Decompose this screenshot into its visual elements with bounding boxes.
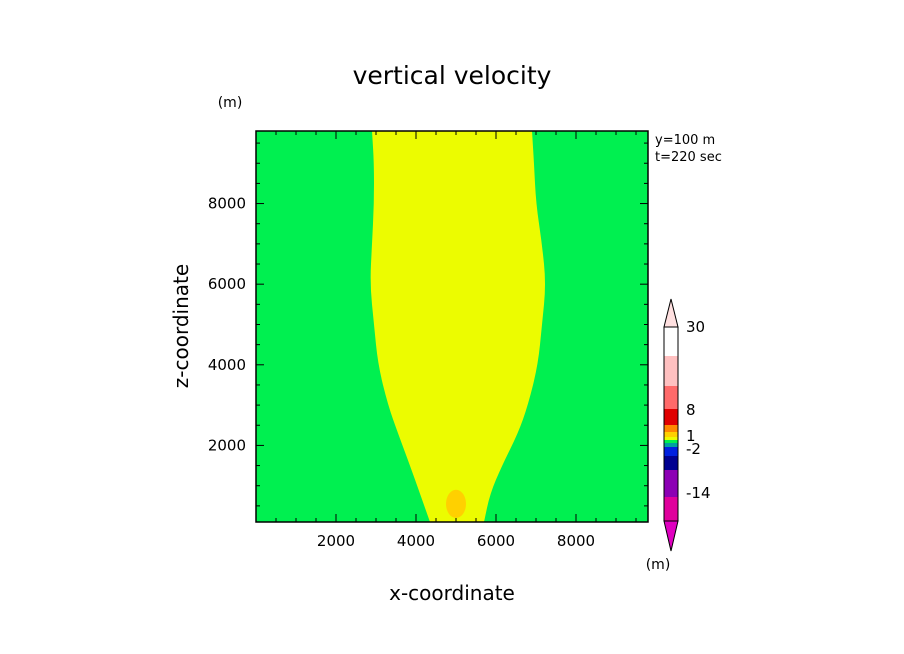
plume-region	[370, 131, 545, 522]
colorbar-segment	[664, 456, 678, 470]
colorbar-segment	[664, 437, 678, 440]
colorbar-segment	[664, 409, 678, 425]
y-tick-label: 6000	[208, 275, 246, 293]
colorbar-unit-label: (m)	[646, 557, 671, 573]
y-tick-label: 4000	[208, 356, 246, 374]
colorbar-top-cap	[663, 298, 679, 328]
colorbar-label: 1	[686, 427, 696, 445]
info-y-label: y=100 m	[655, 133, 715, 148]
axes: 2000 4000 6000 8000 2000 4000 6000 8000	[208, 130, 649, 550]
y-axis-label: z-coordinate	[169, 264, 193, 388]
x-axis-label: x-coordinate	[389, 581, 515, 605]
y-tick-label: 8000	[208, 195, 246, 213]
colorbar-segment	[664, 497, 678, 521]
core-region	[446, 489, 466, 518]
colorbar-segment	[664, 432, 678, 437]
colorbar-segment	[664, 386, 678, 409]
colorbar-segment	[664, 470, 678, 497]
x-tick-label: 4000	[397, 532, 435, 550]
x-tick-label: 8000	[557, 532, 595, 550]
y-tick-label: 2000	[208, 436, 246, 454]
colorbar-frame	[663, 326, 679, 522]
colorbar-label: -14	[686, 484, 711, 502]
plot-frame	[255, 130, 649, 523]
colorbar-label: 30	[686, 318, 705, 336]
colorbar-segment	[664, 425, 678, 432]
colorbar-segment	[664, 440, 678, 443]
plot-area	[256, 131, 648, 522]
chart-title: vertical velocity	[353, 61, 552, 90]
colorbar-segment	[664, 447, 678, 456]
x-tick-label: 6000	[477, 532, 515, 550]
colorbar-segment	[664, 356, 678, 386]
x-tick-label: 2000	[317, 532, 355, 550]
left-unit-label: (m)	[218, 95, 243, 111]
info-t-label: t=220 sec	[655, 150, 722, 165]
colorbar-label: 8	[686, 401, 696, 419]
colorbar-bottom-cap	[663, 520, 679, 552]
colorbar-segment	[664, 443, 678, 447]
colorbar-label: -2	[686, 440, 701, 458]
colorbar: 30 8 1-2 -14	[663, 298, 711, 552]
